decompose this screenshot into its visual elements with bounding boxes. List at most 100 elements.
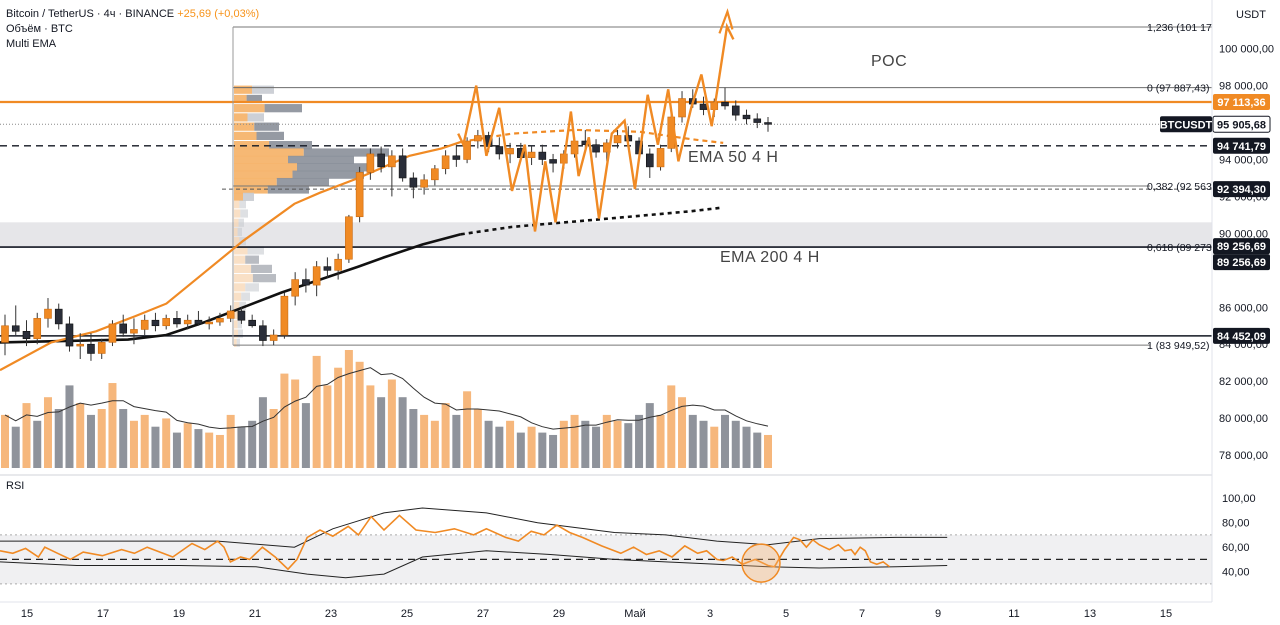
candle-body: [764, 122, 772, 125]
price-tag-bg: [1160, 116, 1212, 133]
volume-profile-row: [234, 192, 243, 201]
volume-bar: [323, 385, 332, 468]
volume-profile-row: [297, 163, 374, 172]
x-tick-label: 23: [325, 608, 337, 620]
volume-bar: [237, 426, 246, 468]
x-tick-label: 11: [1008, 608, 1019, 620]
price-tag-label: 92 394,30: [1217, 184, 1266, 196]
time-axis[interactable]: 15 17 19 21 23 25 27 29 Май 3 5 7 9 11 13 15: [0, 601, 1212, 620]
volume-profile-row: [234, 310, 239, 320]
volume-bar: [291, 379, 300, 468]
volume-bar: [430, 420, 439, 468]
candle-body: [721, 101, 729, 107]
volume-bar: [409, 409, 418, 468]
annotation-2: EMA 200 4 H: [720, 249, 820, 266]
volume-bar: [215, 434, 224, 468]
volume-profile-row: [303, 148, 389, 157]
volume-bar: [742, 426, 751, 468]
x-tick-label: 15: [1160, 608, 1172, 620]
volume-bar: [753, 432, 762, 468]
volume-profile-row: [239, 301, 246, 310]
volume-bar: [172, 432, 181, 468]
volume-profile-row: [234, 329, 239, 338]
candle-body: [302, 279, 310, 286]
y-tick-label: 82 000,00: [1219, 376, 1268, 388]
volume-bar: [108, 383, 117, 468]
volume-bar: [559, 420, 568, 468]
x-tick-label: 13: [1084, 608, 1096, 620]
volume-bar: [398, 397, 407, 468]
volume-bar: [688, 414, 697, 468]
volume-bar: [258, 397, 267, 468]
volume-profile-row: [237, 227, 242, 237]
price-tag-bg: [1213, 181, 1270, 198]
price-tag-bg: [1213, 327, 1270, 344]
volume-profile-row: [234, 131, 257, 141]
volume-bar: [452, 414, 461, 468]
y-tick-label: 86 000,00: [1219, 302, 1268, 314]
volume-bar: [162, 418, 171, 468]
volume-profile-row: [245, 283, 259, 292]
x-tick-label: 5: [783, 608, 789, 620]
rsi-tick-label: 100,00: [1222, 493, 1256, 505]
candle-body: [463, 140, 471, 160]
volume-bar: [592, 426, 601, 468]
volume-profile-row: [256, 131, 284, 141]
x-tick-label: 27: [477, 608, 489, 620]
price-tag-bg: [1213, 238, 1270, 255]
volume-profile-row: [236, 338, 240, 347]
volume-bar: [205, 432, 214, 468]
candle-body: [731, 105, 740, 116]
y-tick-label: 100 000,00: [1219, 44, 1274, 56]
candle-body: [87, 343, 95, 354]
rsi-tick-label: 80,00: [1222, 518, 1250, 530]
volume-bar: [473, 409, 482, 468]
volume-profile-row: [234, 209, 241, 218]
legend-rsi: RSI: [6, 480, 25, 492]
candle-body: [205, 321, 213, 325]
volume-bar: [334, 367, 343, 468]
volume-profile-row: [234, 264, 252, 274]
volume-profile-row: [234, 85, 252, 94]
y-tick-label: 94 000,00: [1219, 154, 1268, 166]
candle-body: [183, 319, 192, 325]
volume-bar: [699, 420, 708, 468]
volume-profile-row: [251, 264, 272, 274]
annotation-1: EMA 50 4 H: [688, 149, 778, 166]
volume-profile-row: [252, 274, 276, 283]
volume-bar: [366, 385, 375, 468]
price-pane[interactable]: POC EMA 50 4 H EMA 200 4 H 0 (97 887,43) 0,3…: [0, 8, 1212, 372]
candle-body: [259, 325, 267, 341]
volume-profile-row: [234, 122, 255, 131]
volume-profile-row: [234, 246, 248, 255]
background-layer: [0, 222, 1212, 584]
volume-bar: [183, 423, 192, 468]
price-change: +25,69 (+0,03%): [177, 8, 260, 20]
legend-ema: Multi EMA: [6, 38, 57, 50]
candle-body: [291, 279, 299, 297]
volume-bar: [678, 397, 687, 468]
candle-body: [678, 98, 686, 118]
candle-body: [312, 266, 321, 286]
volume-profile-row: [234, 170, 293, 179]
volume-bar: [645, 403, 654, 468]
candle-body: [97, 342, 106, 354]
fib-label-3: 1 (83 949,52): [1147, 340, 1209, 352]
volume-bar: [570, 414, 579, 468]
candle-body: [474, 135, 482, 142]
candle-body: [108, 323, 117, 343]
rsi-pane: [0, 474, 1212, 585]
candle-body: [173, 318, 181, 325]
candle-body: [753, 118, 762, 123]
volume-pane: [1, 350, 772, 468]
volume-bar: [344, 350, 353, 468]
volume-bar: [387, 379, 396, 468]
candle-body: [44, 308, 52, 319]
price-tag-label: 97 113,36: [1217, 97, 1265, 109]
volume-profile-row: [234, 227, 238, 237]
candle-body: [527, 151, 536, 158]
volume-bar: [667, 385, 676, 468]
candle-body: [613, 135, 622, 144]
